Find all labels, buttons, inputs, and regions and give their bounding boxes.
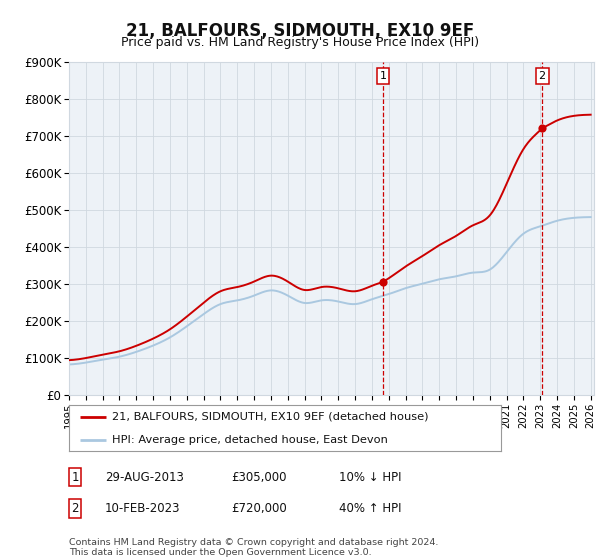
Point: [378, 277, 388, 286]
Text: £305,000: £305,000: [231, 470, 287, 484]
Text: 21, BALFOURS, SIDMOUTH, EX10 9EF (detached house): 21, BALFOURS, SIDMOUTH, EX10 9EF (detach…: [112, 412, 428, 422]
Text: Price paid vs. HM Land Registry's House Price Index (HPI): Price paid vs. HM Land Registry's House …: [121, 36, 479, 49]
Text: 1: 1: [379, 71, 386, 81]
Text: 40% ↑ HPI: 40% ↑ HPI: [339, 502, 401, 515]
Text: 29-AUG-2013: 29-AUG-2013: [105, 470, 184, 484]
Text: 10% ↓ HPI: 10% ↓ HPI: [339, 470, 401, 484]
Text: Contains HM Land Registry data © Crown copyright and database right 2024.
This d: Contains HM Land Registry data © Crown c…: [69, 538, 439, 557]
Text: 2: 2: [71, 502, 79, 515]
Text: 10-FEB-2023: 10-FEB-2023: [105, 502, 181, 515]
Text: 21, BALFOURS, SIDMOUTH, EX10 9EF: 21, BALFOURS, SIDMOUTH, EX10 9EF: [126, 22, 474, 40]
Text: £720,000: £720,000: [231, 502, 287, 515]
Point: [538, 124, 547, 133]
Text: 1: 1: [71, 470, 79, 484]
Text: 2: 2: [539, 71, 546, 81]
Text: HPI: Average price, detached house, East Devon: HPI: Average price, detached house, East…: [112, 435, 388, 445]
